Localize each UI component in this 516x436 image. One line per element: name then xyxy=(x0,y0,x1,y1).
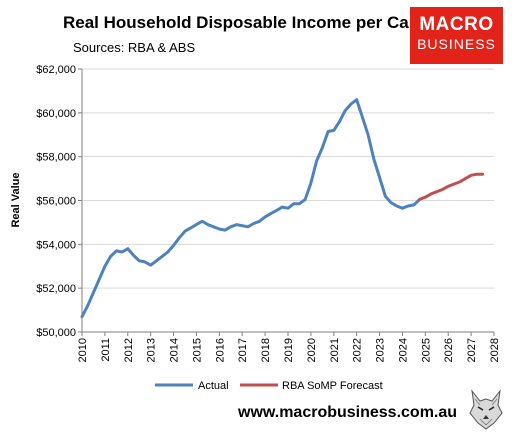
y-tick-label: $60,000 xyxy=(36,108,76,120)
x-tick-label: 2013 xyxy=(146,338,158,362)
x-tick-label: 2010 xyxy=(77,338,89,362)
footer-url: www.macrobusiness.com.au xyxy=(238,404,458,421)
x-tick-label: 2011 xyxy=(100,338,112,362)
x-tick-label: 2025 xyxy=(420,338,432,362)
series-line-forecast xyxy=(418,172,485,201)
x-tick-label: 2020 xyxy=(306,338,318,362)
x-tick-label: 2023 xyxy=(375,338,387,362)
legend: Actual RBA SoMP Forecast xyxy=(155,380,383,392)
x-tick-label: 2028 xyxy=(489,338,501,362)
x-tick-label: 2027 xyxy=(466,338,478,362)
macrobusiness-logo: MACRO BUSINESS xyxy=(410,7,503,64)
x-tick-label: 2016 xyxy=(214,338,226,362)
x-tick-label: 2018 xyxy=(260,338,272,362)
chart-title: Real Household Disposable Income per Cap… xyxy=(63,13,439,32)
x-tick-label: 2012 xyxy=(123,338,135,362)
y-tick-label: $54,000 xyxy=(36,239,76,251)
x-tick-label: 2024 xyxy=(397,338,409,362)
x-tick-label: 2026 xyxy=(443,338,455,362)
logo-line-2: BUSINESS xyxy=(417,36,496,52)
legend-label: Actual xyxy=(198,380,229,392)
gridlines xyxy=(82,68,494,289)
x-tick-label: 2021 xyxy=(329,338,341,362)
chart-subtitle: Sources: RBA & ABS xyxy=(73,40,196,55)
wolf-head-icon xyxy=(469,389,503,430)
y-tick-label: $52,000 xyxy=(36,283,76,295)
x-axis-ticks: 2010 2011 2012 2013 2014 2015 2016 2017 2018 2019… xyxy=(77,332,501,362)
y-axis-ticks: $50,000 $52,000 $54,000 $56,000 $58,000 $60,0… xyxy=(36,64,82,339)
y-tick-label: $56,000 xyxy=(36,196,76,208)
x-tick-label: 2017 xyxy=(237,338,249,362)
y-tick-label: $50,000 xyxy=(36,327,76,339)
x-tick-label: 2022 xyxy=(352,338,364,362)
x-tick-label: 2015 xyxy=(191,338,203,362)
y-tick-label: $58,000 xyxy=(36,152,76,164)
series-line-actual xyxy=(80,98,422,319)
x-tick-label: 2014 xyxy=(169,338,181,362)
x-tick-label: 2019 xyxy=(283,338,295,362)
logo-line-1: MACRO xyxy=(419,14,494,35)
y-tick-label: $62,000 xyxy=(36,64,76,76)
series-lines xyxy=(80,98,485,319)
legend-label: RBA SoMP Forecast xyxy=(282,380,383,392)
y-axis-title: Real Value xyxy=(10,172,22,227)
